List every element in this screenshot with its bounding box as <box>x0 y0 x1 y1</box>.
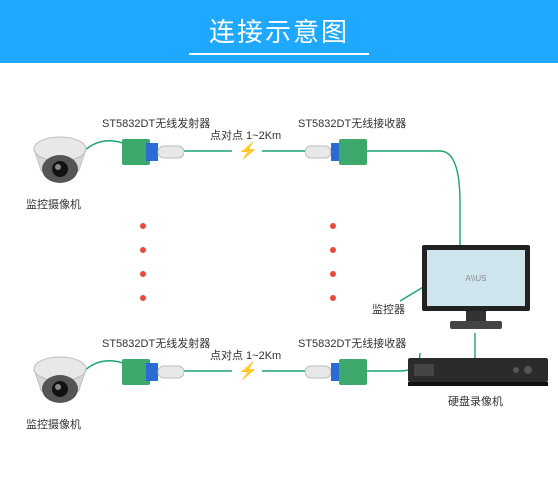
ellipsis-dots-left <box>140 223 146 301</box>
rx-bottom-label: ST5832DT无线接收器 <box>298 335 406 351</box>
title-underline <box>189 53 369 55</box>
camera-top <box>28 133 92 191</box>
lightning-top-icon: ⚡ <box>238 141 258 161</box>
camera-bottom-label: 监控摄像机 <box>26 416 81 432</box>
receiver-top <box>305 133 367 171</box>
lightning-bottom-icon: ⚡ <box>238 361 258 381</box>
dot <box>140 295 146 301</box>
nvr-device <box>408 358 548 388</box>
svg-text:A\\US: A\\US <box>466 274 487 283</box>
camera-top-label: 监控摄像机 <box>26 196 81 212</box>
tx-bottom-label: ST5832DT无线发射器 <box>102 335 210 351</box>
transmitter-bottom <box>122 353 184 391</box>
header-banner: 连接示意图 <box>0 0 558 63</box>
monitor-device: A\\US <box>420 243 532 333</box>
camera-bottom <box>28 353 92 411</box>
dot <box>330 247 336 253</box>
dot <box>140 247 146 253</box>
dot <box>140 271 146 277</box>
nvr-label: 硬盘录像机 <box>448 393 503 409</box>
dot <box>330 295 336 301</box>
dot <box>330 223 336 229</box>
rx-top-label: ST5832DT无线接收器 <box>298 115 406 131</box>
dot <box>330 271 336 277</box>
tx-top-label: ST5832DT无线发射器 <box>102 115 210 131</box>
monitor-label: 监控器 <box>372 301 405 317</box>
receiver-bottom <box>305 353 367 391</box>
diagram-canvas: 监控摄像机 ST5832DT无线发射器 点对点 1~2Km ⚡ ST5832DT… <box>0 63 558 503</box>
transmitter-top <box>122 133 184 171</box>
page-title: 连接示意图 <box>209 12 349 49</box>
dot <box>140 223 146 229</box>
ellipsis-dots-right <box>330 223 336 301</box>
